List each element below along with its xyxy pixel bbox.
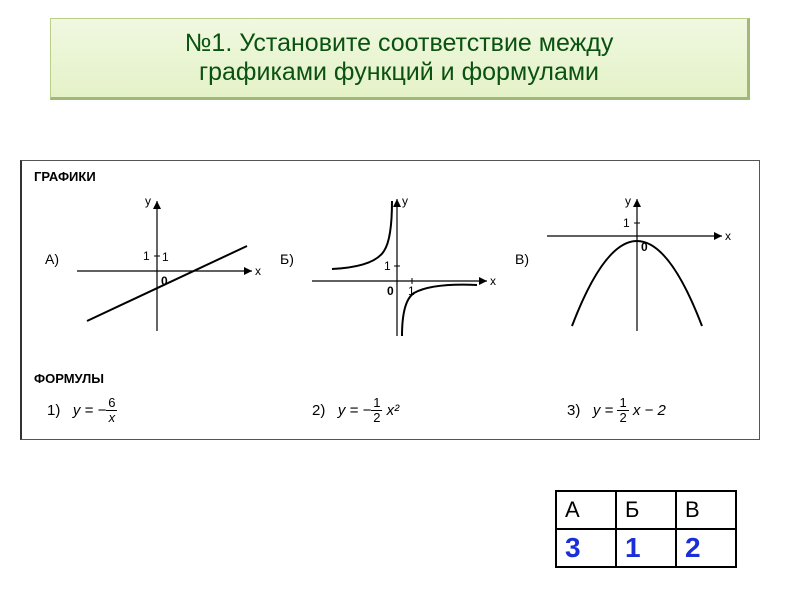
formula-3-prefix: y =	[593, 402, 618, 419]
question-title-box: №1. Установите соответствие между график…	[50, 18, 750, 100]
title-line-2: графиками функций и формулами	[71, 58, 727, 87]
title-line-1: №1. Установите соответствие между	[71, 29, 727, 58]
formula-1-idx: 1)	[47, 402, 60, 419]
answer-value-c: 2	[676, 529, 736, 567]
answer-table: А Б В 3 1 2	[555, 490, 737, 568]
svg-text:y: y	[145, 194, 151, 208]
svg-text:y: y	[402, 194, 408, 208]
answer-header-c: В	[676, 491, 736, 529]
graph-a-label: А)	[45, 251, 59, 267]
formula-3-idx: 3)	[567, 402, 580, 419]
svg-text:x: x	[490, 274, 496, 288]
graphs-section-label: ГРАФИКИ	[34, 169, 96, 184]
formula-3: 3) y = 12 x − 2	[567, 396, 666, 426]
formula-2-prefix: y = −	[338, 402, 371, 419]
svg-text:1: 1	[162, 250, 169, 264]
answer-value-a: 3	[556, 529, 616, 567]
answer-header-row: А Б В	[556, 491, 736, 529]
svg-text:x: x	[255, 264, 261, 278]
formula-2-suffix: x²	[382, 402, 399, 419]
svg-text:1: 1	[143, 249, 150, 263]
svg-text:y: y	[625, 194, 631, 208]
graph-b-label: Б)	[280, 251, 294, 267]
answer-value-b: 1	[616, 529, 676, 567]
graph-b: Б) x y 1 1 0	[302, 191, 502, 341]
svg-text:x: x	[725, 229, 731, 243]
graph-c-svg: x y 1 0	[537, 191, 737, 341]
graph-b-svg: x y 1 1 0	[302, 191, 502, 341]
graph-c-label: В)	[515, 251, 529, 267]
svg-text:1: 1	[384, 259, 391, 273]
svg-text:1: 1	[623, 216, 630, 230]
formula-1-prefix: y = −	[73, 402, 106, 419]
formulas-section-label: ФОРМУЛЫ	[34, 371, 104, 386]
formula-2-idx: 2)	[312, 402, 325, 419]
svg-text:0: 0	[387, 284, 394, 298]
graph-c: В) x y 1 0	[537, 191, 737, 341]
answer-value-row: 3 1 2	[556, 529, 736, 567]
answer-header-b: Б	[616, 491, 676, 529]
formula-2-frac: 12	[371, 396, 382, 426]
graph-a-svg: x y 1 1 0	[67, 191, 267, 341]
graphs-panel: ГРАФИКИ А) x y 1 1 0 Б) x y 1	[20, 160, 760, 440]
formula-1-frac: 6x	[106, 396, 117, 426]
graph-a: А) x y 1 1 0	[67, 191, 267, 341]
formula-3-suffix: x − 2	[629, 402, 666, 419]
formula-2: 2) y = −12 x²	[312, 396, 399, 426]
answer-header-a: А	[556, 491, 616, 529]
formula-3-frac: 12	[617, 396, 628, 426]
formula-1: 1) y = −6x	[47, 396, 117, 426]
